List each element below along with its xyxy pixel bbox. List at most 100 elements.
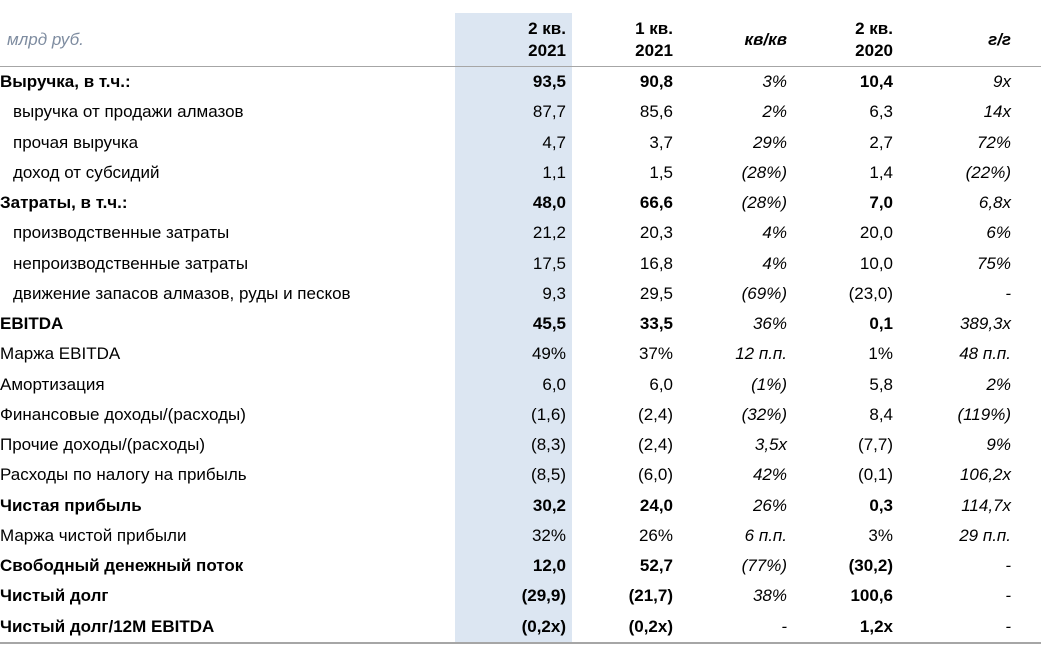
cell-value: (119%): [957, 404, 1011, 424]
cell-value: (0,1): [858, 465, 893, 485]
cell-value: (2,4): [638, 404, 673, 424]
cell-value: 6,3: [869, 102, 893, 122]
cell-value: (0,2x): [455, 611, 572, 643]
cell-value: 2%: [762, 102, 787, 122]
table-row: EBITDA 45,5 33,5 36% 0,1 389,3x: [0, 309, 1041, 340]
cell-value: 6,8x: [978, 193, 1011, 213]
row-label: Чистый долг/12M EBITDA: [0, 616, 215, 636]
col-header-line1: кв/кв: [744, 29, 788, 49]
table-row: производственные затраты 21,2 20,3 4% 20…: [0, 218, 1041, 249]
col-header-line1: 1 кв.: [635, 19, 673, 39]
table-row: доход от субсидий 1,1 1,5 (28%) 1,4 (22%…: [0, 157, 1041, 188]
row-label: выручка от продажи алмазов: [13, 102, 244, 122]
col-header-line2: 2021: [528, 40, 566, 60]
col-header-line2: 2021: [635, 40, 673, 60]
cell-value: (22%): [965, 162, 1011, 182]
cell-value: -: [1005, 556, 1011, 576]
col-header-yoy: г/г: [903, 13, 1041, 67]
cell-value: -: [1005, 616, 1011, 636]
row-label: Выручка, в т.ч.:: [0, 72, 131, 92]
cell-value: 49%: [455, 339, 572, 370]
row-label: Затраты, в т.ч.:: [0, 193, 128, 213]
table-row: Чистая прибыль 30,2 24,0 26% 0,3 114,7x: [0, 490, 1041, 521]
cell-value: (28%): [741, 193, 787, 213]
cell-value: 1,1: [455, 157, 572, 188]
cell-value: 114,7x: [961, 495, 1011, 515]
cell-value: 3%: [762, 72, 787, 92]
cell-value: 72%: [976, 132, 1011, 152]
table-row: Маржа EBITDA 49% 37% 12 п.п. 1% 48 п.п.: [0, 339, 1041, 370]
col-header-q1-2021: 1 кв. 2021: [572, 13, 685, 67]
row-label: Маржа чистой прибыли: [0, 525, 187, 545]
cell-value: 6,0: [649, 374, 673, 394]
cell-value: (32%): [741, 404, 787, 424]
cell-value: 0,1: [869, 314, 893, 334]
cell-value: 16,8: [639, 253, 673, 273]
cell-value: 12 п.п.: [735, 344, 787, 364]
row-label: Расходы по налогу на прибыль: [0, 465, 247, 485]
cell-value: 1,4: [869, 162, 893, 182]
cell-value: 29 п.п.: [959, 525, 1011, 545]
cell-value: 389,3x: [959, 314, 1011, 334]
row-label: производственные затраты: [13, 223, 230, 243]
cell-value: 33,5: [639, 314, 673, 334]
cell-value: 3,7: [649, 132, 673, 152]
cell-value: 9,3: [455, 278, 572, 309]
cell-value: 4,7: [455, 127, 572, 158]
cell-value: 87,7: [455, 97, 572, 128]
cell-value: 4%: [762, 223, 787, 243]
cell-value: 17,5: [455, 248, 572, 279]
cell-value: 8,4: [869, 404, 893, 424]
table-row: Маржа чистой прибыли 32% 26% 6 п.п. 3% 2…: [0, 520, 1041, 551]
cell-value: 75%: [976, 253, 1011, 273]
cell-value: 7,0: [869, 193, 893, 213]
cell-value: -: [1005, 283, 1011, 303]
cell-value: 9%: [986, 435, 1011, 455]
cell-value: 5,8: [869, 374, 893, 394]
table-row: Затраты, в т.ч.: 48,0 66,6 (28%) 7,0 6,8…: [0, 188, 1041, 219]
cell-value: 48,0: [455, 188, 572, 219]
cell-value: 14x: [983, 102, 1011, 122]
cell-value: (77%): [741, 556, 787, 576]
cell-value: 29%: [752, 132, 787, 152]
table-row: прочая выручка 4,7 3,7 29% 2,7 72%: [0, 127, 1041, 158]
cell-value: 29,5: [639, 283, 673, 303]
table-row: Финансовые доходы/(расходы) (1,6) (2,4) …: [0, 399, 1041, 430]
col-header-line1: 2 кв.: [528, 19, 566, 39]
cell-value: (6,0): [638, 465, 673, 485]
cell-value: 90,8: [639, 72, 673, 92]
cell-value: (30,2): [848, 556, 893, 576]
cell-value: 2%: [986, 374, 1011, 394]
row-label: Амортизация: [0, 374, 105, 394]
row-label: непроизводственные затраты: [13, 253, 249, 273]
cell-value: 9x: [993, 72, 1011, 92]
cell-value: (69%): [741, 283, 787, 303]
header-row: млрд руб. 2 кв. 2021 1 кв. 2021 кв/кв: [0, 13, 1041, 67]
cell-value: 48 п.п.: [959, 344, 1011, 364]
cell-value: (28%): [741, 162, 787, 182]
cell-value: 6,0: [455, 369, 572, 400]
col-header-q2-2020: 2 кв. 2020: [797, 13, 903, 67]
cell-value: -: [1005, 586, 1011, 606]
col-header-line1: 2 кв.: [855, 19, 893, 39]
cell-value: 1%: [868, 344, 893, 364]
cell-value: (0,2x): [628, 616, 673, 636]
cell-value: (2,4): [638, 435, 673, 455]
cell-value: 45,5: [455, 309, 572, 340]
cell-value: 10,0: [859, 253, 893, 273]
cell-value: (8,3): [455, 430, 572, 461]
cell-value: (21,7): [628, 586, 673, 606]
row-label: Прочие доходы/(расходы): [0, 435, 205, 455]
cell-value: 30,2: [455, 490, 572, 521]
table-row: Прочие доходы/(расходы) (8,3) (2,4) 3,5x…: [0, 430, 1041, 461]
cell-value: 20,3: [639, 223, 673, 243]
cell-value: (1%): [751, 374, 787, 394]
row-label: Чистая прибыль: [0, 495, 142, 515]
cell-value: 3,5x: [754, 435, 787, 455]
cell-value: 2,7: [869, 132, 893, 152]
cell-value: 26%: [752, 495, 787, 515]
cell-value: 24,0: [639, 495, 673, 515]
cell-value: 93,5: [455, 66, 572, 98]
financial-table: млрд руб. 2 кв. 2021 1 кв. 2021 кв/кв: [0, 13, 1041, 644]
